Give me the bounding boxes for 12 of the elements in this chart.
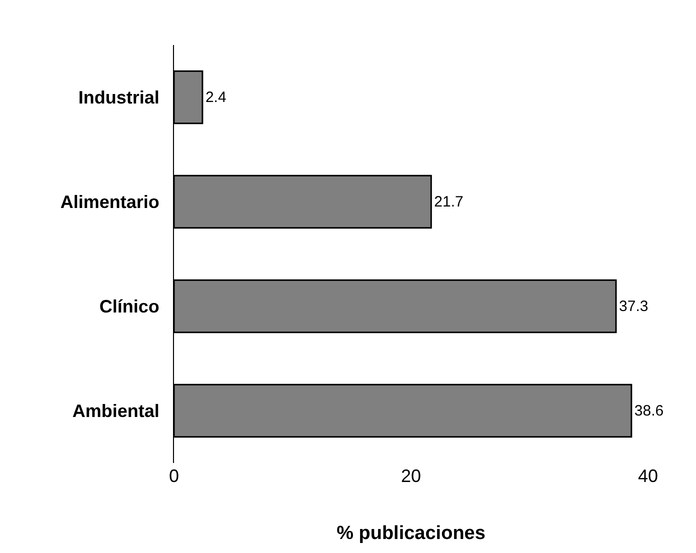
y-tick-label: Industrial [78,88,160,108]
data-label: 38.6 [634,402,664,420]
data-label: 37.3 [619,298,648,315]
x-tick-label: 40 [638,466,658,486]
y-tick-label: Ambiental [72,401,160,422]
y-tick-label: Clínico [99,296,160,317]
x-tick-label: 20 [400,466,422,486]
data-label: 21.7 [434,193,464,210]
y-tick-label: Alimentario [60,192,160,212]
x-tick-label: 0 [168,466,180,486]
data-label: 2.4 [205,88,226,106]
x-axis-title: % publicaciones [336,522,486,544]
